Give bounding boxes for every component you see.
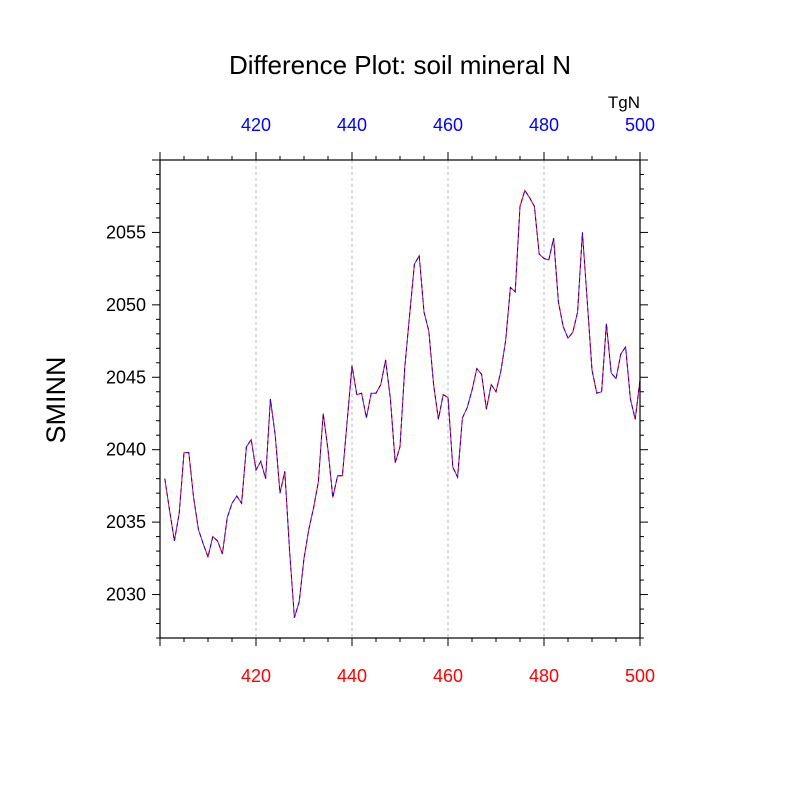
tick-labels: 420 440 460 480 500 420 440 460 480 500 2030 2035 20… [106, 115, 655, 686]
series-line-1 [164, 189, 641, 618]
x-tick-label-bottom: 500 [625, 666, 655, 686]
grid-lines [255, 160, 545, 638]
x-tick-label-bottom: 460 [433, 666, 463, 686]
y-tick-label: 2030 [106, 585, 146, 605]
y-tick-label: 2035 [106, 512, 146, 532]
x-tick-label-top: 460 [433, 115, 463, 135]
y-tick-label: 2040 [106, 440, 146, 460]
axes [152, 152, 648, 646]
chart-title: Difference Plot: soil mineral N [229, 50, 571, 80]
x-tick-label-top: 480 [529, 115, 559, 135]
x-tick-label-top: 440 [337, 115, 367, 135]
x-tick-label-top: 500 [625, 115, 655, 135]
x-tick-label-bottom: 480 [529, 666, 559, 686]
plot-frame [159, 159, 641, 639]
series-lines [164, 189, 641, 618]
y-axis-label: SMINN [41, 357, 71, 444]
units-label: TgN [608, 93, 640, 112]
y-tick-label: 2055 [106, 222, 146, 242]
x-tick-label-bottom: 440 [337, 666, 367, 686]
y-tick-label: 2050 [106, 295, 146, 315]
x-tick-label-top: 420 [241, 115, 271, 135]
y-tick-label: 2045 [106, 367, 146, 387]
x-tick-label-bottom: 420 [241, 666, 271, 686]
